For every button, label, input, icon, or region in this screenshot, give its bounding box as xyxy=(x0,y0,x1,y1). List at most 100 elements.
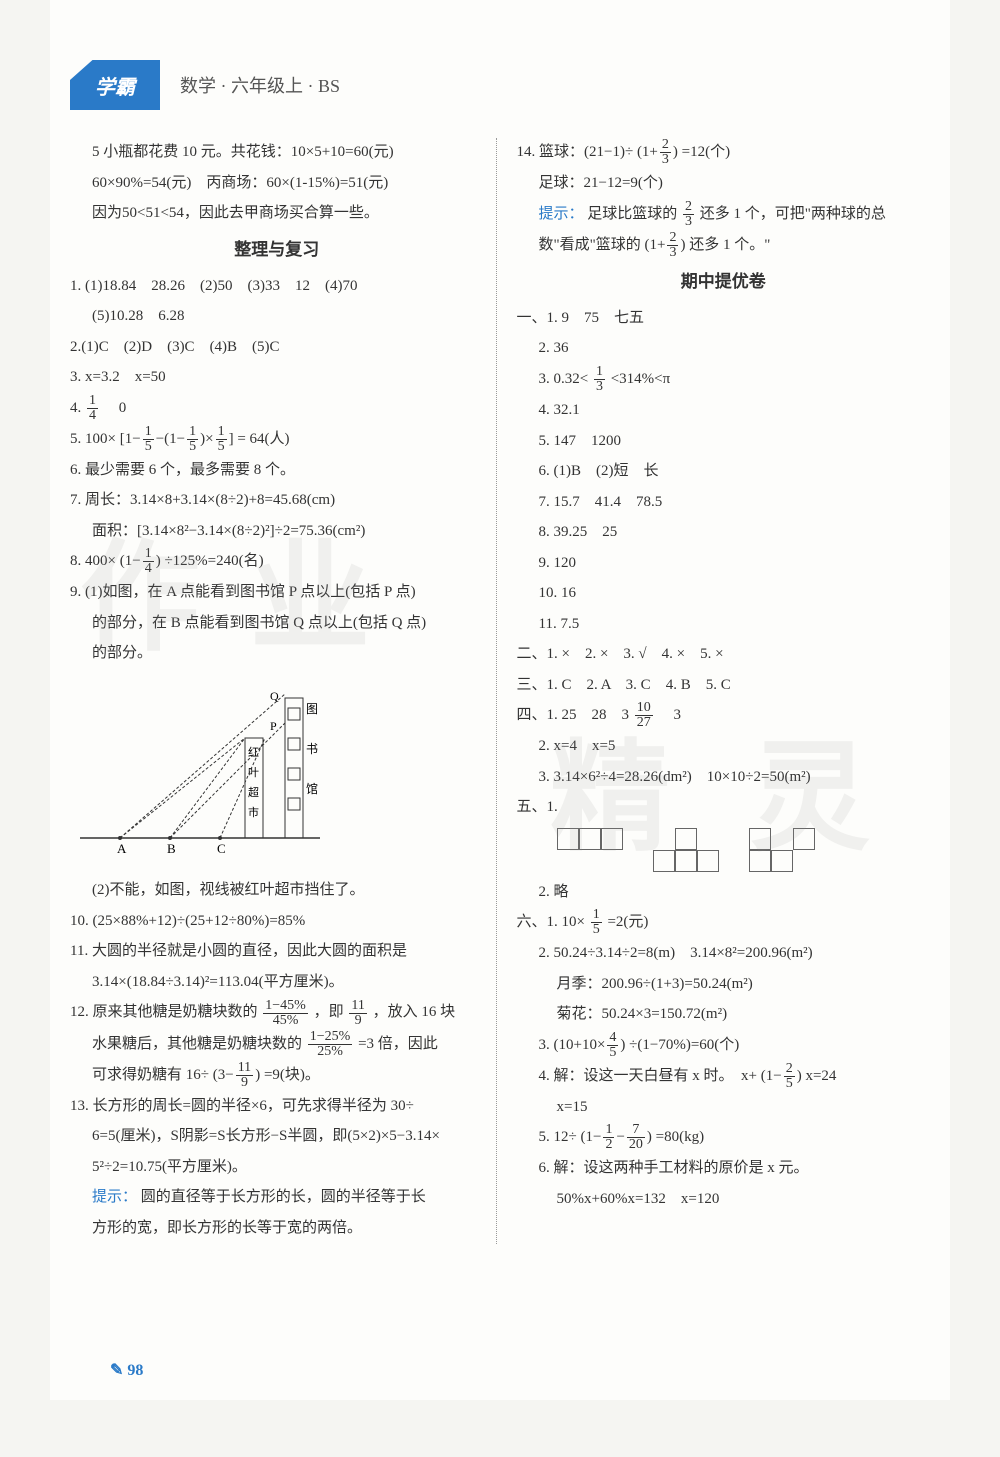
header: 学霸 数学 · 六年级上 · BS xyxy=(70,60,930,118)
page-number: 98 xyxy=(110,1360,143,1380)
text: x=24 xyxy=(805,1068,836,1084)
page: 作 业 精 灵 学霸 数学 · 六年级上 · BS 5 小瓶都花费 10 元。共… xyxy=(50,0,950,1400)
s1-4: 4. 32.1 xyxy=(517,396,931,425)
text: 四、1. 25 28 3 xyxy=(517,707,630,723)
text: 数"看成"篮球的 xyxy=(539,237,641,253)
hint-label: 提示： xyxy=(539,206,584,222)
shape-2 xyxy=(653,828,719,872)
svg-text:A: A xyxy=(117,841,127,856)
fraction: 1027 xyxy=(635,701,653,730)
text: 4. 解：设这一天白昼有 x 时。 x+ xyxy=(539,1068,757,1084)
s1-6: 6. (1)B (2)短 长 xyxy=(517,457,931,486)
s6-2c: 菊花：50.24×3=150.72(m²) xyxy=(517,1000,931,1029)
answer-11b: 3.14×(18.84÷3.14)²=113.04(平方厘米)。 xyxy=(70,968,484,997)
fraction: 1−45%45% xyxy=(263,999,308,1028)
s5-2: 2. 略 xyxy=(517,878,931,907)
answer-13e: 方形的宽，即长方形的长等于宽的两倍。 xyxy=(70,1214,484,1243)
answer-13c: 5²÷2=10.75(平方厘米)。 xyxy=(70,1153,484,1182)
answer-5: 5. 100× [1−15−(1−15)×15] = 64(人) xyxy=(70,425,484,454)
paren: (1+23) xyxy=(645,237,686,253)
right-column: 14. 篮球：(21−1)÷ (1+23) =12(个) 足球：21−12=9(… xyxy=(517,138,931,1244)
s1-10: 10. 16 xyxy=(517,579,931,608)
svg-text:B: B xyxy=(167,841,176,856)
text: 5. 12÷ xyxy=(539,1129,577,1145)
text: 六、1. 10× xyxy=(517,914,585,930)
text: =12(个) xyxy=(682,144,730,160)
answer-11a: 11. 大圆的半径就是小圆的直径，因此大圆的面积是 xyxy=(70,937,484,966)
answer-8: 8. 400× (1−14) ÷125%=240(名) xyxy=(70,547,484,576)
paren: (1+23) xyxy=(637,144,678,160)
text: 还多 1 个。" xyxy=(689,237,770,253)
answer-14a: 14. 篮球：(21−1)÷ (1+23) =12(个) xyxy=(517,138,931,167)
fraction: 1−25%25% xyxy=(308,1030,353,1059)
logo: 学霸 xyxy=(70,60,160,110)
s6-1: 六、1. 10× 15 =2(元) xyxy=(517,908,931,937)
s1-3: 3. 0.32< 13 <314%<π xyxy=(517,365,931,394)
svg-text:超: 超 xyxy=(248,785,259,799)
s6-4a: 4. 解：设这一天白昼有 x 时。 x+ (1−25) x=24 xyxy=(517,1062,931,1091)
paren: (1−14) xyxy=(120,553,161,569)
fraction: 13 xyxy=(594,365,605,394)
svg-text:图: 图 xyxy=(306,702,318,716)
s1-7: 7. 15.7 41.4 78.5 xyxy=(517,488,931,517)
answer-10: 10. (25×88%+12)÷(25+12÷80%)=85% xyxy=(70,907,484,936)
s6-4b: x=15 xyxy=(517,1093,931,1122)
s6-6b: 50%x+60%x=132 x=120 xyxy=(517,1185,931,1214)
fraction: 23 xyxy=(683,200,694,229)
text: 12. 原来其他糖是奶糖块数的 xyxy=(70,1004,258,1020)
answer-13a: 13. 长方形的周长=圆的半径×6，可先求得半径为 30÷ xyxy=(70,1092,484,1121)
text: 还多 1 个，可把"两种球的总 xyxy=(700,206,886,222)
s1-1: 一、1. 9 75 七五 xyxy=(517,304,931,333)
svg-text:书: 书 xyxy=(306,742,318,756)
left-column: 5 小瓶都花费 10 元。共花钱：10×5+10=60(元) 60×90%=54… xyxy=(70,138,497,1244)
text: 因为50<51<54，因此去甲商场买合算一些。 xyxy=(70,199,484,228)
answer-9b: 的部分，在 B 点能看到图书馆 Q 点以上(包括 Q 点) xyxy=(70,609,484,638)
answer-7a: 7. 周长：3.14×8+3.14×(8÷2)+8=45.68(cm) xyxy=(70,486,484,515)
text: 5. 100× xyxy=(70,431,116,447)
shape-diagram xyxy=(557,828,931,872)
s6-2b: 月季：200.96÷(1+3)=50.24(m²) xyxy=(517,970,931,999)
fraction: 14 xyxy=(87,394,98,423)
text: 足球比篮球的 xyxy=(587,206,677,222)
text: ，即 xyxy=(314,1004,344,1020)
svg-text:市: 市 xyxy=(248,805,259,819)
answer-6: 6. 最少需要 6 个，最多需要 8 个。 xyxy=(70,456,484,485)
s6-2a: 2. 50.24÷3.14÷2=8(m) 3.14×8²=200.96(m²) xyxy=(517,939,931,968)
s6-3: 3. (10+10×45) ÷(1−70%)=60(个) xyxy=(517,1031,931,1060)
text: =9(块)。 xyxy=(264,1067,320,1083)
shape-1 xyxy=(557,828,623,872)
answer-2: 2.(1)C (2)D (3)C (4)B (5)C xyxy=(70,333,484,362)
text: 60×90%=54(元) 丙商场：60×(1-15%)=51(元) xyxy=(70,169,484,198)
fraction: 15 xyxy=(591,908,602,937)
answer-13d: 提示： 圆的直径等于长方形的长，圆的半径等于长 xyxy=(70,1183,484,1212)
answer-14c: 提示： 足球比篮球的 23 还多 1 个，可把"两种球的总 xyxy=(517,200,931,229)
paren: (1−12−720) xyxy=(580,1129,651,1145)
answer-13b: 6=5(厘米)，S阴影=S长方形−S半圆，即(5×2)×5−3.14× xyxy=(70,1122,484,1151)
s1-5: 5. 147 1200 xyxy=(517,427,931,456)
text: ，放入 16 块 xyxy=(373,1004,456,1020)
sightline-diagram: A B C 红 叶 超 市 图 书 馆 Q P xyxy=(70,678,330,858)
text: =80(kg) xyxy=(656,1129,704,1145)
text: = 64(人) xyxy=(237,431,289,447)
answer-7b: 面积：[3.14×8²−3.14×(8÷2)²]÷2=75.36(cm²) xyxy=(70,517,484,546)
text: 3. 0.32< xyxy=(539,371,589,387)
s5-1: 五、1. xyxy=(517,793,931,822)
svg-text:红: 红 xyxy=(248,746,259,759)
hint-label: 提示： xyxy=(92,1189,137,1205)
label: 4. xyxy=(70,400,85,416)
s4-1: 四、1. 25 28 3 1027 3 xyxy=(517,701,931,730)
svg-text:Q: Q xyxy=(270,689,279,703)
text: 可求得奶糖有 16÷ xyxy=(92,1067,209,1083)
bracket: [1−15−(1−15)×15] xyxy=(120,431,234,447)
answer-3: 3. x=3.2 x=50 xyxy=(70,363,484,392)
fraction: 119 xyxy=(349,999,366,1028)
paren: (3−119) xyxy=(213,1067,260,1083)
text: 0 xyxy=(104,400,127,416)
svg-text:馆: 馆 xyxy=(306,781,318,796)
answer-9a: 9. (1)如图，在 A 点能看到图书馆 P 点以上(包括 P 点) xyxy=(70,578,484,607)
answer-12c: 可求得奶糖有 16÷ (3−119) =9(块)。 xyxy=(70,1061,484,1090)
s1-9: 9. 120 xyxy=(517,549,931,578)
s6-6a: 6. 解：设这两种手工材料的原价是 x 元。 xyxy=(517,1154,931,1183)
answer-9d: (2)不能，如图，视线被红叶超市挡住了。 xyxy=(70,876,484,905)
text: 8. 400× xyxy=(70,553,116,569)
